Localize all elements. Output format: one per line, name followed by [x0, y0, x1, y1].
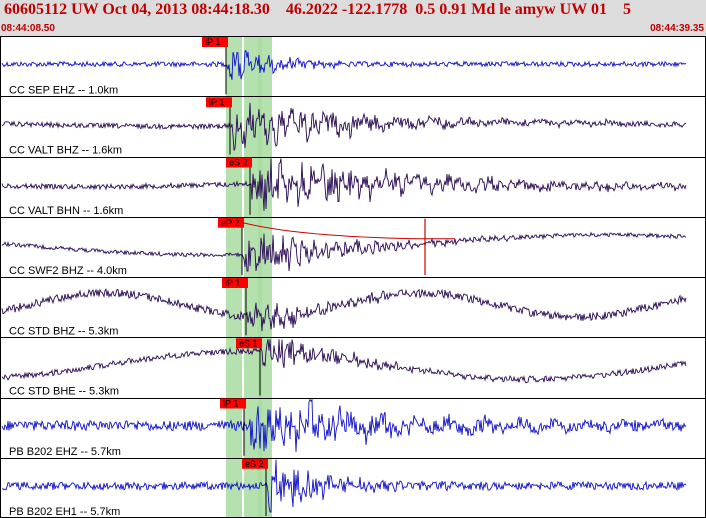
- trace-label: PB B202 EHZ -- 5.7km: [9, 446, 121, 458]
- waveform-trace: [1, 339, 687, 384]
- waveform-trace: [1, 288, 687, 332]
- pick-flag[interactable]: [220, 398, 246, 409]
- pick-flag[interactable]: [222, 278, 248, 288]
- pick-label: iP 1: [205, 37, 220, 47]
- start-time-label: 08:44:08.50: [1, 23, 55, 34]
- seismogram-panel[interactable]: iP 1 CC SEP EHZ -- 1.0km iP 1 CC VALT BHZ -…: [0, 36, 706, 518]
- waveform-trace: [1, 50, 687, 80]
- pick-flag[interactable]: [236, 338, 262, 349]
- pick-label: eS 2: [245, 459, 264, 469]
- waveform-trace: [1, 398, 687, 452]
- waveform-trace: [1, 231, 687, 272]
- waveform-trace: [1, 102, 687, 151]
- pick-label: iP 1: [209, 97, 224, 107]
- pick-label: eS 1: [239, 338, 258, 348]
- end-time-label: 08:44:39.35: [650, 23, 704, 34]
- pick-flag[interactable]: [206, 97, 232, 108]
- event-header: 60605112 UW Oct 04, 2013 08:44:18.30 46.…: [0, 0, 706, 36]
- trace-label: CC SWF2 BHZ -- 4.0km: [9, 265, 127, 277]
- pick-flag[interactable]: [202, 37, 228, 47]
- waveform-trace: [1, 459, 687, 513]
- trace-label: CC STD BHZ -- 5.3km: [9, 325, 118, 337]
- amplitude-measure-line: [242, 222, 455, 240]
- trace-label: CC STD BHE -- 5.3km: [9, 386, 119, 398]
- pick-label: iP 1: [225, 278, 240, 288]
- pick-label: iP 1: [223, 399, 238, 409]
- pick-flag[interactable]: [242, 458, 268, 469]
- trace-label: CC VALT BHN -- 1.6km: [9, 205, 123, 217]
- pick-flag[interactable]: [218, 217, 244, 228]
- pick-label: eS 2: [229, 158, 248, 168]
- event-title: 60605112 UW Oct 04, 2013 08:44:18.30 46.…: [4, 1, 631, 18]
- waveform-trace: [1, 158, 687, 211]
- trace-label: CC VALT BHZ -- 1.6km: [9, 145, 122, 157]
- pick-label: eP 2: [221, 218, 239, 228]
- pick-flag[interactable]: [226, 157, 252, 168]
- trace-label: CC SEP EHZ -- 1.0km: [9, 84, 118, 96]
- trace-label: PB B202 EH1 -- 5.7km: [9, 506, 120, 518]
